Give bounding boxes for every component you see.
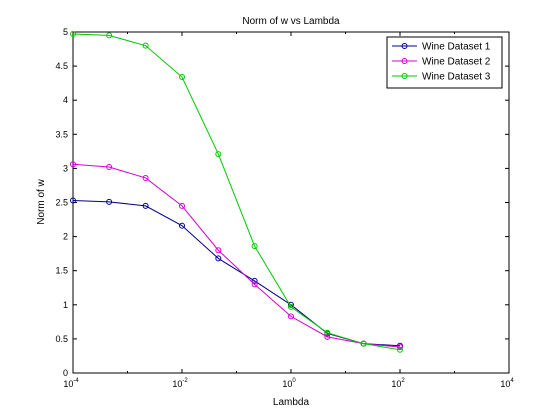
data-point [324, 333, 331, 340]
y-tick-label: 0 [63, 368, 68, 378]
data-point [70, 197, 76, 204]
y-axis-label: Norm of w [36, 178, 47, 224]
series-line [72, 33, 401, 351]
y-tick-label: 2.5 [55, 198, 68, 208]
y-tick-label: 1 [63, 300, 68, 310]
legend-swatch-marker [401, 43, 408, 49]
legend-label: Wine Dataset 3 [422, 72, 491, 83]
data-point [397, 346, 403, 353]
data-point [179, 202, 185, 209]
axis-ticks: 0 0.5 1 1.5 2 2.5 3 3.5 4 4.5 5 10-4 10-2 100 102 104 [55, 27, 514, 389]
series-3 [70, 31, 403, 353]
series-layer [70, 31, 403, 353]
data-point [142, 174, 149, 181]
series-2 [70, 161, 403, 351]
x-tick-label: 10-2 [172, 378, 188, 389]
x-tick-label: 104 [500, 378, 514, 389]
legend: Wine Dataset 1 Wine Dataset 2 Wine Dataset… [386, 36, 503, 89]
legend-item: Wine Dataset 2 [392, 57, 491, 68]
data-point [106, 164, 113, 171]
data-point [215, 151, 222, 158]
x-tick-label: 10-4 [63, 378, 79, 389]
data-point [251, 281, 258, 288]
data-point [179, 74, 185, 81]
y-tick-label: 0.5 [55, 334, 68, 344]
y-tick-label: 5 [63, 27, 68, 37]
data-point [106, 32, 113, 39]
data-point [288, 313, 294, 320]
y-tick-label: 3 [63, 163, 68, 173]
data-point [179, 222, 185, 229]
y-tick-label: 4.5 [55, 61, 68, 71]
y-tick-label: 1.5 [55, 266, 68, 276]
y-tick-label: 4 [63, 95, 68, 105]
legend-item: Wine Dataset 1 [392, 42, 491, 53]
series-line [72, 163, 401, 348]
y-tick-label: 3.5 [55, 129, 68, 139]
data-point [215, 255, 222, 262]
data-point [324, 329, 331, 336]
legend-swatch-marker [401, 58, 408, 64]
data-point [106, 198, 113, 205]
x-axis-label: Lambda [273, 397, 310, 408]
data-point [70, 161, 76, 168]
data-point [251, 243, 258, 250]
chart-title: Norm of w vs Lambda [242, 16, 340, 27]
x-tick-label: 100 [282, 378, 296, 389]
data-point [251, 277, 258, 284]
legend-swatch-marker [401, 73, 408, 79]
y-tick-label: 2 [63, 232, 68, 242]
data-point [142, 202, 149, 209]
legend-label: Wine Dataset 2 [422, 57, 491, 68]
data-point [215, 247, 222, 254]
data-point [360, 340, 367, 347]
data-point [288, 303, 294, 310]
legend-item: Wine Dataset 3 [392, 72, 491, 83]
x-tick-label: 102 [391, 378, 405, 389]
legend-label: Wine Dataset 1 [422, 42, 491, 53]
data-point [142, 42, 149, 49]
data-point [70, 31, 76, 38]
